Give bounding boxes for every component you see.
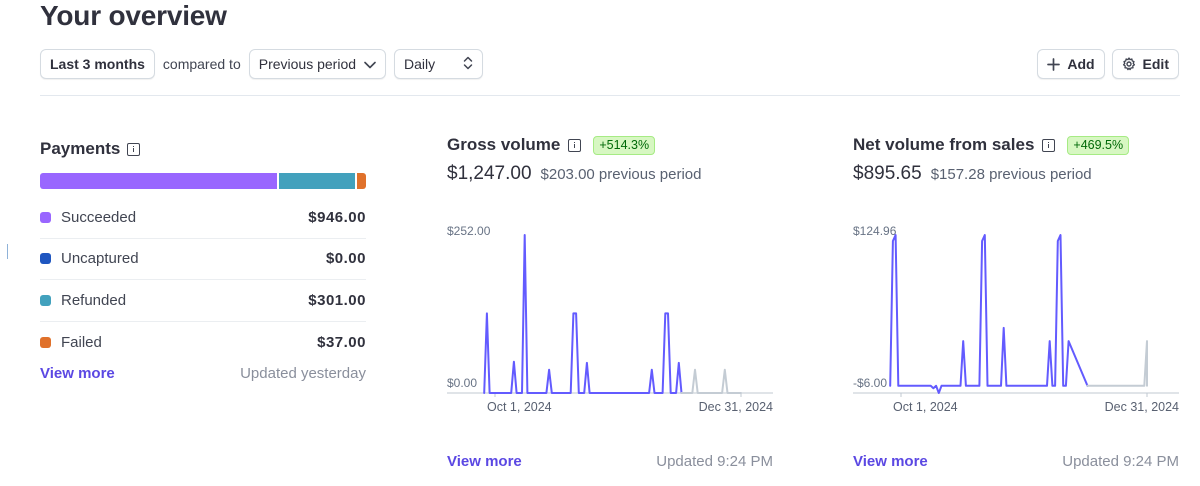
net-volume-card: Net volume from sales +469.5% $895.65 $1… — [853, 133, 1179, 471]
net-volume-footer: View more Updated 9:24 PM — [853, 451, 1179, 471]
gross-volume-footer: View more Updated 9:24 PM — [447, 451, 773, 471]
net-volume-updated-text: Updated 9:24 PM — [1062, 452, 1179, 470]
gross-volume-ytick-max: $252.00 — [447, 224, 491, 238]
net-volume-xtick-end: Dec 31, 2024 — [1105, 400, 1179, 414]
gross-volume-value: $1,247.00 — [447, 163, 532, 184]
gross-volume-view-more-link[interactable]: View more — [447, 452, 522, 470]
payments-bar-segment-refunded — [279, 173, 355, 189]
comparison-select-label: Previous period — [258, 56, 357, 72]
gear-icon — [1122, 57, 1135, 71]
payments-card: Payments Succeeded $946.00 Uncaptured $0.00… — [40, 137, 366, 383]
net-volume-ytick-min: -$6.00 — [853, 376, 887, 390]
payments-legend-row: Failed $37.00 — [40, 322, 366, 364]
net-volume-series-line-1 — [1086, 340, 1148, 387]
net-volume-value: $895.65 — [853, 163, 922, 184]
edit-dashboard-button[interactable]: Edit — [1111, 49, 1179, 79]
net-volume-values: $895.65 $157.28 previous period — [853, 163, 1179, 191]
granularity-select[interactable]: Daily — [394, 49, 484, 79]
payments-view-more-link[interactable]: View more — [40, 364, 115, 382]
net-volume-change-badge: +469.5% — [1067, 135, 1130, 155]
legend-label: Refunded — [61, 291, 127, 309]
legend-label: Uncaptured — [61, 250, 139, 268]
net-volume-series-line-0 — [889, 234, 1089, 394]
resize-handle[interactable] — [7, 244, 8, 259]
payments-stacked-bar — [40, 173, 366, 189]
net-volume-previous: $157.28 previous period — [930, 166, 1092, 183]
gross-volume-values: $1,247.00 $203.00 previous period — [447, 163, 773, 191]
header-divider — [40, 95, 1180, 96]
page-title: Your overview — [40, 0, 227, 31]
gross-volume-series-line-0 — [483, 234, 683, 394]
gross-volume-previous: $203.00 previous period — [540, 166, 702, 183]
payments-bar-segment-failed — [356, 173, 366, 189]
gross-volume-chart[interactable]: $252.00 $0.00 Oct 1, 2024 Dec 31, 2024 — [447, 191, 773, 451]
payments-title: Payments — [40, 139, 121, 158]
legend-swatch — [40, 253, 51, 265]
payments-legend-row: Refunded $301.00 — [40, 280, 366, 322]
chevron-down-icon — [364, 56, 376, 72]
gross-volume-ytick-min: $0.00 — [447, 376, 477, 390]
date-range-button[interactable]: Last 3 months — [40, 49, 155, 79]
plus-icon — [1047, 57, 1061, 71]
info-icon[interactable] — [1042, 138, 1056, 152]
net-volume-chart[interactable]: $124.96 -$6.00 Oct 1, 2024 Dec 31, 2024 — [853, 191, 1179, 451]
payments-legend: Succeeded $946.00 Uncaptured $0.00 Refunded $… — [40, 197, 366, 363]
edit-dashboard-label: Edit — [1142, 56, 1169, 72]
add-widget-label: Add — [1067, 56, 1095, 72]
payments-updated-text: Updated yesterday — [240, 364, 366, 382]
payments-legend-row: Uncaptured $0.00 — [40, 239, 366, 281]
legend-swatch — [40, 337, 51, 349]
legend-label: Succeeded — [61, 208, 137, 226]
payments-bar-segment-succeeded — [40, 173, 278, 189]
net-volume-view-more-link[interactable]: View more — [853, 452, 928, 470]
payments-title-row: Payments — [40, 137, 366, 161]
gross-volume-card: Gross volume +514.3% $1,247.00 $203.00 p… — [447, 133, 773, 471]
comparison-select[interactable]: Previous period — [248, 49, 387, 79]
add-widget-button[interactable]: Add — [1037, 49, 1105, 79]
chevron-up-down-icon — [463, 56, 473, 73]
dashboard-actions: Add Edit — [1037, 49, 1179, 79]
granularity-select-label: Daily — [404, 56, 436, 72]
legend-label: Failed — [61, 334, 102, 352]
net-volume-title: Net volume from sales — [853, 135, 1035, 154]
legend-amount: $301.00 — [308, 291, 366, 309]
gross-volume-title-row: Gross volume +514.3% — [447, 133, 773, 157]
filter-toolbar: Last 3 months compared to Previous perio… — [40, 49, 484, 79]
gross-volume-xtick-start: Oct 1, 2024 — [487, 400, 552, 414]
legend-amount: $0.00 — [325, 250, 366, 268]
payments-legend-row: Succeeded $946.00 — [40, 197, 366, 239]
compared-to-label: compared to — [162, 56, 241, 72]
gross-volume-xtick-end: Dec 31, 2024 — [699, 400, 773, 414]
info-icon[interactable] — [127, 142, 141, 156]
gross-volume-change-badge: +514.3% — [593, 135, 656, 155]
gross-volume-updated-text: Updated 9:24 PM — [656, 452, 773, 470]
gross-volume-title: Gross volume — [447, 135, 561, 154]
net-volume-title-row: Net volume from sales +469.5% — [853, 133, 1179, 157]
legend-swatch — [40, 294, 51, 306]
legend-amount: $946.00 — [308, 208, 366, 226]
legend-swatch — [40, 211, 51, 223]
payments-footer: View more Updated yesterday — [40, 363, 366, 383]
info-icon[interactable] — [568, 138, 582, 152]
net-volume-xtick-start: Oct 1, 2024 — [893, 400, 958, 414]
net-volume-ytick-max: $124.96 — [853, 224, 897, 238]
gross-volume-series-line-1 — [680, 368, 742, 394]
legend-amount: $37.00 — [317, 334, 366, 352]
